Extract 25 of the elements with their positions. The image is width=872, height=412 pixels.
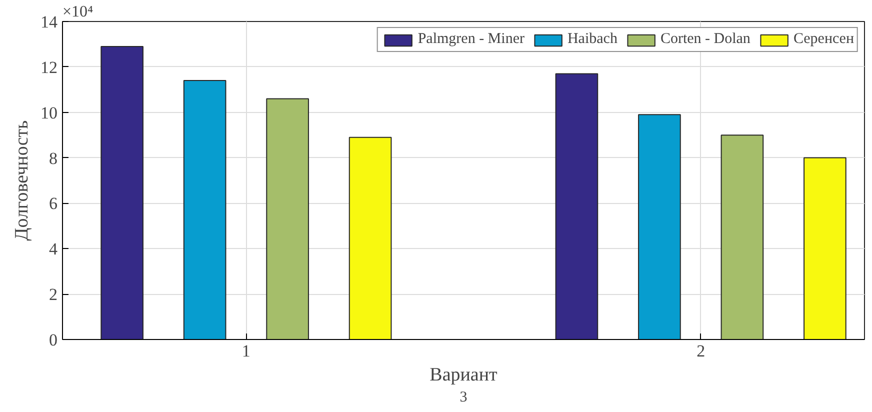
- x-axis-title: Вариант: [430, 364, 498, 386]
- y-tick-label: 2: [49, 285, 58, 304]
- bar: [183, 80, 226, 340]
- bar: [638, 114, 681, 340]
- bar: [348, 136, 392, 340]
- y-tick-label: 12: [40, 58, 58, 77]
- y-tick-label: 8: [49, 148, 58, 168]
- legend-label: Серенсен: [793, 31, 854, 48]
- bar: [266, 98, 309, 340]
- y-tick-label: 6: [49, 194, 58, 214]
- legend-label: Haibach: [567, 31, 618, 48]
- y-tick-label: 10: [40, 103, 58, 122]
- text: ×10⁴: [62, 4, 94, 20]
- y-tick-label: 4: [49, 240, 58, 259]
- y-axis-title: Долговечность: [12, 120, 32, 241]
- x-tick-label: 1: [242, 342, 250, 360]
- text: 3: [460, 390, 468, 406]
- legend-label: Palmgren - Miner: [418, 31, 524, 48]
- y-tick-label: 14: [40, 12, 58, 32]
- bar: [720, 134, 764, 340]
- bar: [804, 157, 846, 340]
- legend-label: Corten - Dolan: [660, 31, 750, 48]
- bar: [100, 46, 144, 340]
- y-tick-label: 0: [49, 330, 58, 350]
- bar: [555, 73, 598, 340]
